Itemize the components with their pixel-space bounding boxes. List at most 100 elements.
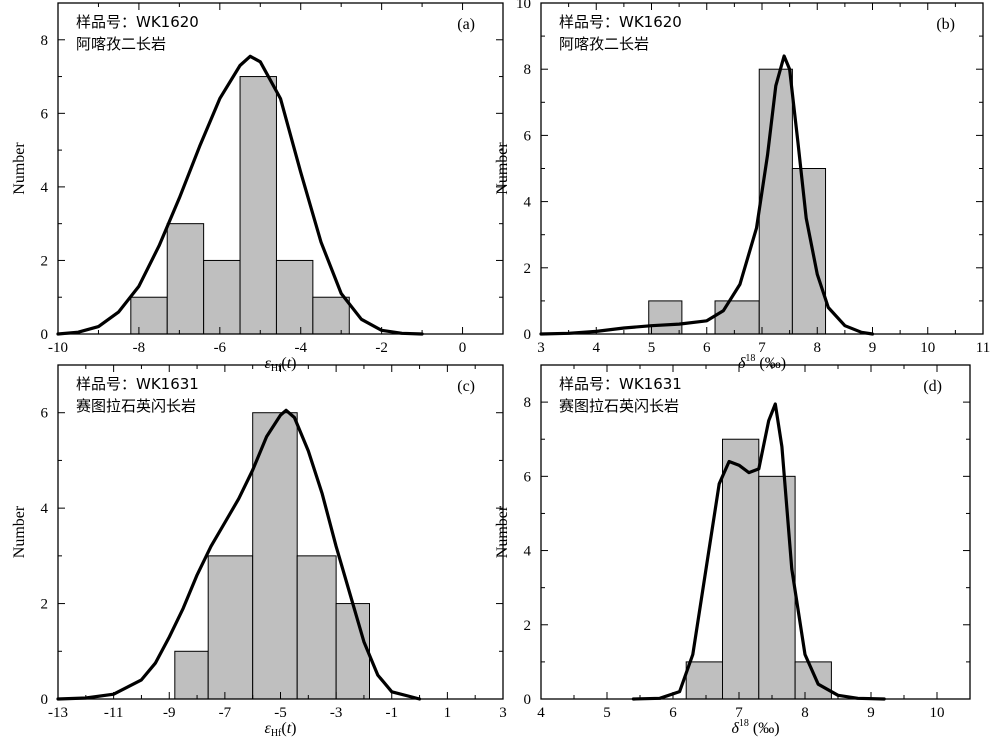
y-tick-label: 8 xyxy=(524,62,532,78)
histogram-bar xyxy=(203,259,241,335)
x-tick-label: -8 xyxy=(133,340,146,356)
x-tick-label: 10 xyxy=(920,340,935,356)
x-tick-label: -11 xyxy=(104,705,123,721)
histogram-bar xyxy=(758,68,793,335)
y-tick-label: 2 xyxy=(524,618,532,634)
rock-name: 阿喀孜二长岩 xyxy=(76,35,166,53)
x-tick-label: -13 xyxy=(48,705,68,721)
sample-label: 样品号：WK1631 xyxy=(76,375,199,393)
panel-label: (a) xyxy=(457,16,475,33)
histogram-bar xyxy=(794,661,832,700)
histogram-bar xyxy=(714,300,760,335)
rock-name: 阿喀孜二长岩 xyxy=(559,35,649,53)
panel-label: (b) xyxy=(936,16,955,33)
y-tick-label: 8 xyxy=(524,395,532,411)
plot-frame xyxy=(57,2,504,335)
x-tick-label: -9 xyxy=(163,705,176,721)
x-tick-label: 5 xyxy=(603,705,611,721)
y-tick-label: 4 xyxy=(41,501,49,517)
x-tick-label: -1 xyxy=(386,705,399,721)
histogram-bar xyxy=(312,296,350,335)
x-tick-label: 9 xyxy=(867,705,875,721)
x-axis-label: εHf(t) xyxy=(265,355,297,374)
histogram-bar xyxy=(722,438,760,700)
x-tick-label: -3 xyxy=(330,705,343,721)
y-tick-label: 8 xyxy=(41,33,49,49)
y-tick-label: 6 xyxy=(41,406,49,422)
x-tick-label: 11 xyxy=(976,340,990,356)
histogram-bar xyxy=(207,555,254,700)
x-tick-label: -5 xyxy=(274,705,287,721)
x-tick-label: 8 xyxy=(814,340,822,356)
y-tick-label: 0 xyxy=(524,327,532,343)
panel-label: (c) xyxy=(457,378,475,395)
y-axis-label: Number xyxy=(494,142,511,195)
x-axis-label: δ18 (‰) xyxy=(731,718,779,737)
y-tick-label: 4 xyxy=(524,544,532,560)
x-tick-label: 7 xyxy=(735,705,743,721)
histogram-bar xyxy=(275,259,314,335)
x-tick-label: 9 xyxy=(869,340,877,356)
x-tick-label: 6 xyxy=(703,340,711,356)
rock-name: 赛图拉石英闪长岩 xyxy=(76,397,196,415)
x-axis-label: εHf(t) xyxy=(265,720,297,739)
x-axis-label: δ18 (‰) xyxy=(738,353,786,372)
x-tick-label: -7 xyxy=(219,705,232,721)
histogram-bar xyxy=(296,555,337,700)
x-tick-label: 3 xyxy=(537,340,545,356)
y-tick-label: 10 xyxy=(516,0,531,12)
plot-frame xyxy=(540,364,971,700)
density-curve xyxy=(56,54,424,336)
y-tick-label: 0 xyxy=(41,327,49,343)
x-tick-label: 6 xyxy=(669,705,677,721)
x-tick-label: -6 xyxy=(214,340,227,356)
density-curve xyxy=(539,54,875,336)
y-tick-label: 4 xyxy=(41,180,49,196)
y-tick-label: 4 xyxy=(524,195,532,211)
density-curve xyxy=(631,402,886,701)
x-tick-label: 1 xyxy=(444,705,452,721)
x-tick-label: 0 xyxy=(459,340,467,356)
x-tick-label: 5 xyxy=(648,340,656,356)
histogram-bar xyxy=(685,661,724,700)
sample-label: 样品号：WK1631 xyxy=(559,375,682,393)
y-axis-label: Number xyxy=(11,142,28,195)
y-axis-label: Number xyxy=(494,505,511,558)
x-tick-label: -10 xyxy=(48,340,68,356)
density-curve xyxy=(56,408,422,701)
panel-label: (d) xyxy=(923,378,942,395)
histogram-bar xyxy=(791,168,827,335)
panel-d: 4 5 6 7 8 9 10 0 2 4 6 8 Number δ18 (‰) 样品号：WK1631 赛图拉石… xyxy=(494,364,971,737)
sample-label: 样品号：WK1620 xyxy=(76,13,199,31)
x-tick-label: 7 xyxy=(758,340,766,356)
sample-label: 样品号：WK1620 xyxy=(559,13,682,31)
x-tick-label: 4 xyxy=(537,705,545,721)
x-tick-label: 8 xyxy=(801,705,809,721)
histogram-bar xyxy=(174,650,209,700)
histogram-bar xyxy=(166,223,205,335)
panel-a: -10 -8 -6 -4 -2 0 0 2 4 6 8 Number εHf(t) 样品号：WK1620 阿… xyxy=(11,2,504,374)
histogram-bar xyxy=(758,475,796,700)
y-tick-label: 2 xyxy=(524,261,532,277)
x-tick-label: -2 xyxy=(375,340,388,356)
histogram-bar xyxy=(239,76,277,335)
y-tick-label: 6 xyxy=(524,128,532,144)
rock-name: 赛图拉石英闪长岩 xyxy=(559,397,679,415)
y-tick-label: 2 xyxy=(41,597,49,613)
y-tick-label: 2 xyxy=(41,253,49,269)
y-tick-label: 0 xyxy=(524,692,532,708)
x-tick-label: 3 xyxy=(499,705,507,721)
histogram-bar xyxy=(335,603,370,700)
panel-c: -13 -11 -9 -7 -5 -3 -1 1 30246NumberεHf(t)样品号：WK… xyxy=(11,364,507,739)
x-tick-label: -4 xyxy=(294,340,307,356)
y-tick-label: 6 xyxy=(41,106,49,122)
histogram-bar xyxy=(130,296,168,335)
histogram-bar xyxy=(252,412,298,700)
y-tick-label: 6 xyxy=(524,469,532,485)
histogram-bar xyxy=(648,300,683,335)
x-tick-label: 10 xyxy=(930,705,945,721)
y-axis-label: Number xyxy=(11,505,28,558)
panel-b: 3 4 5 6 7 8 9 10 11 0 2 4 6 8 10 Number δ18 (‰) 样品号：WK162… xyxy=(494,0,990,372)
y-tick-label: 0 xyxy=(41,692,49,708)
